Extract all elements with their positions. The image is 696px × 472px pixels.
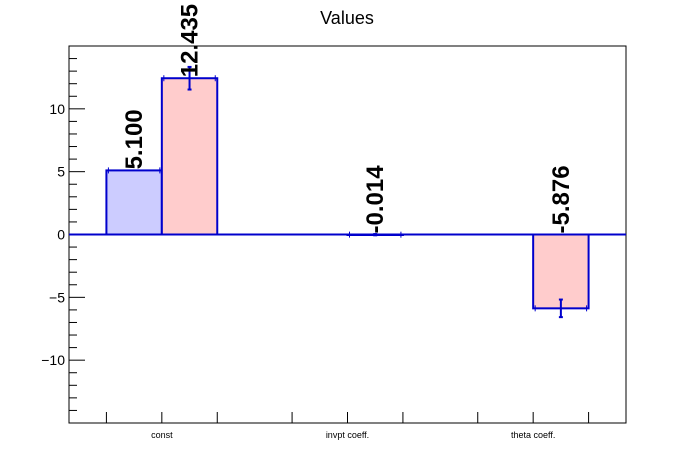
- y-tick-label: 10: [49, 101, 65, 117]
- chart-title: Values: [320, 8, 374, 28]
- bar: [105, 169, 163, 236]
- error-bars: [107, 65, 588, 319]
- x-tick-label: invpt coeff.: [326, 430, 369, 440]
- data-labels: 5.100 12.435 -0.014 -5.876: [121, 4, 575, 234]
- data-label: -0.014: [362, 165, 389, 234]
- bar: [532, 233, 590, 310]
- x-axis: const invpt coeff. theta coeff.: [105, 412, 590, 440]
- data-label: 12.435: [177, 4, 204, 77]
- y-axis: −10 −5 0 5 10: [41, 45, 85, 424]
- y-tick-label: −10: [41, 352, 65, 368]
- y-tick-label: 5: [57, 164, 65, 180]
- x-tick-label: const: [151, 430, 173, 440]
- y-tick-label: 0: [57, 227, 65, 243]
- data-label: -5.876: [548, 165, 575, 233]
- x-tick-label: theta coeff.: [511, 430, 555, 440]
- y-tick-label: −5: [49, 289, 65, 305]
- data-label: 5.100: [121, 109, 148, 169]
- bar: [160, 77, 219, 236]
